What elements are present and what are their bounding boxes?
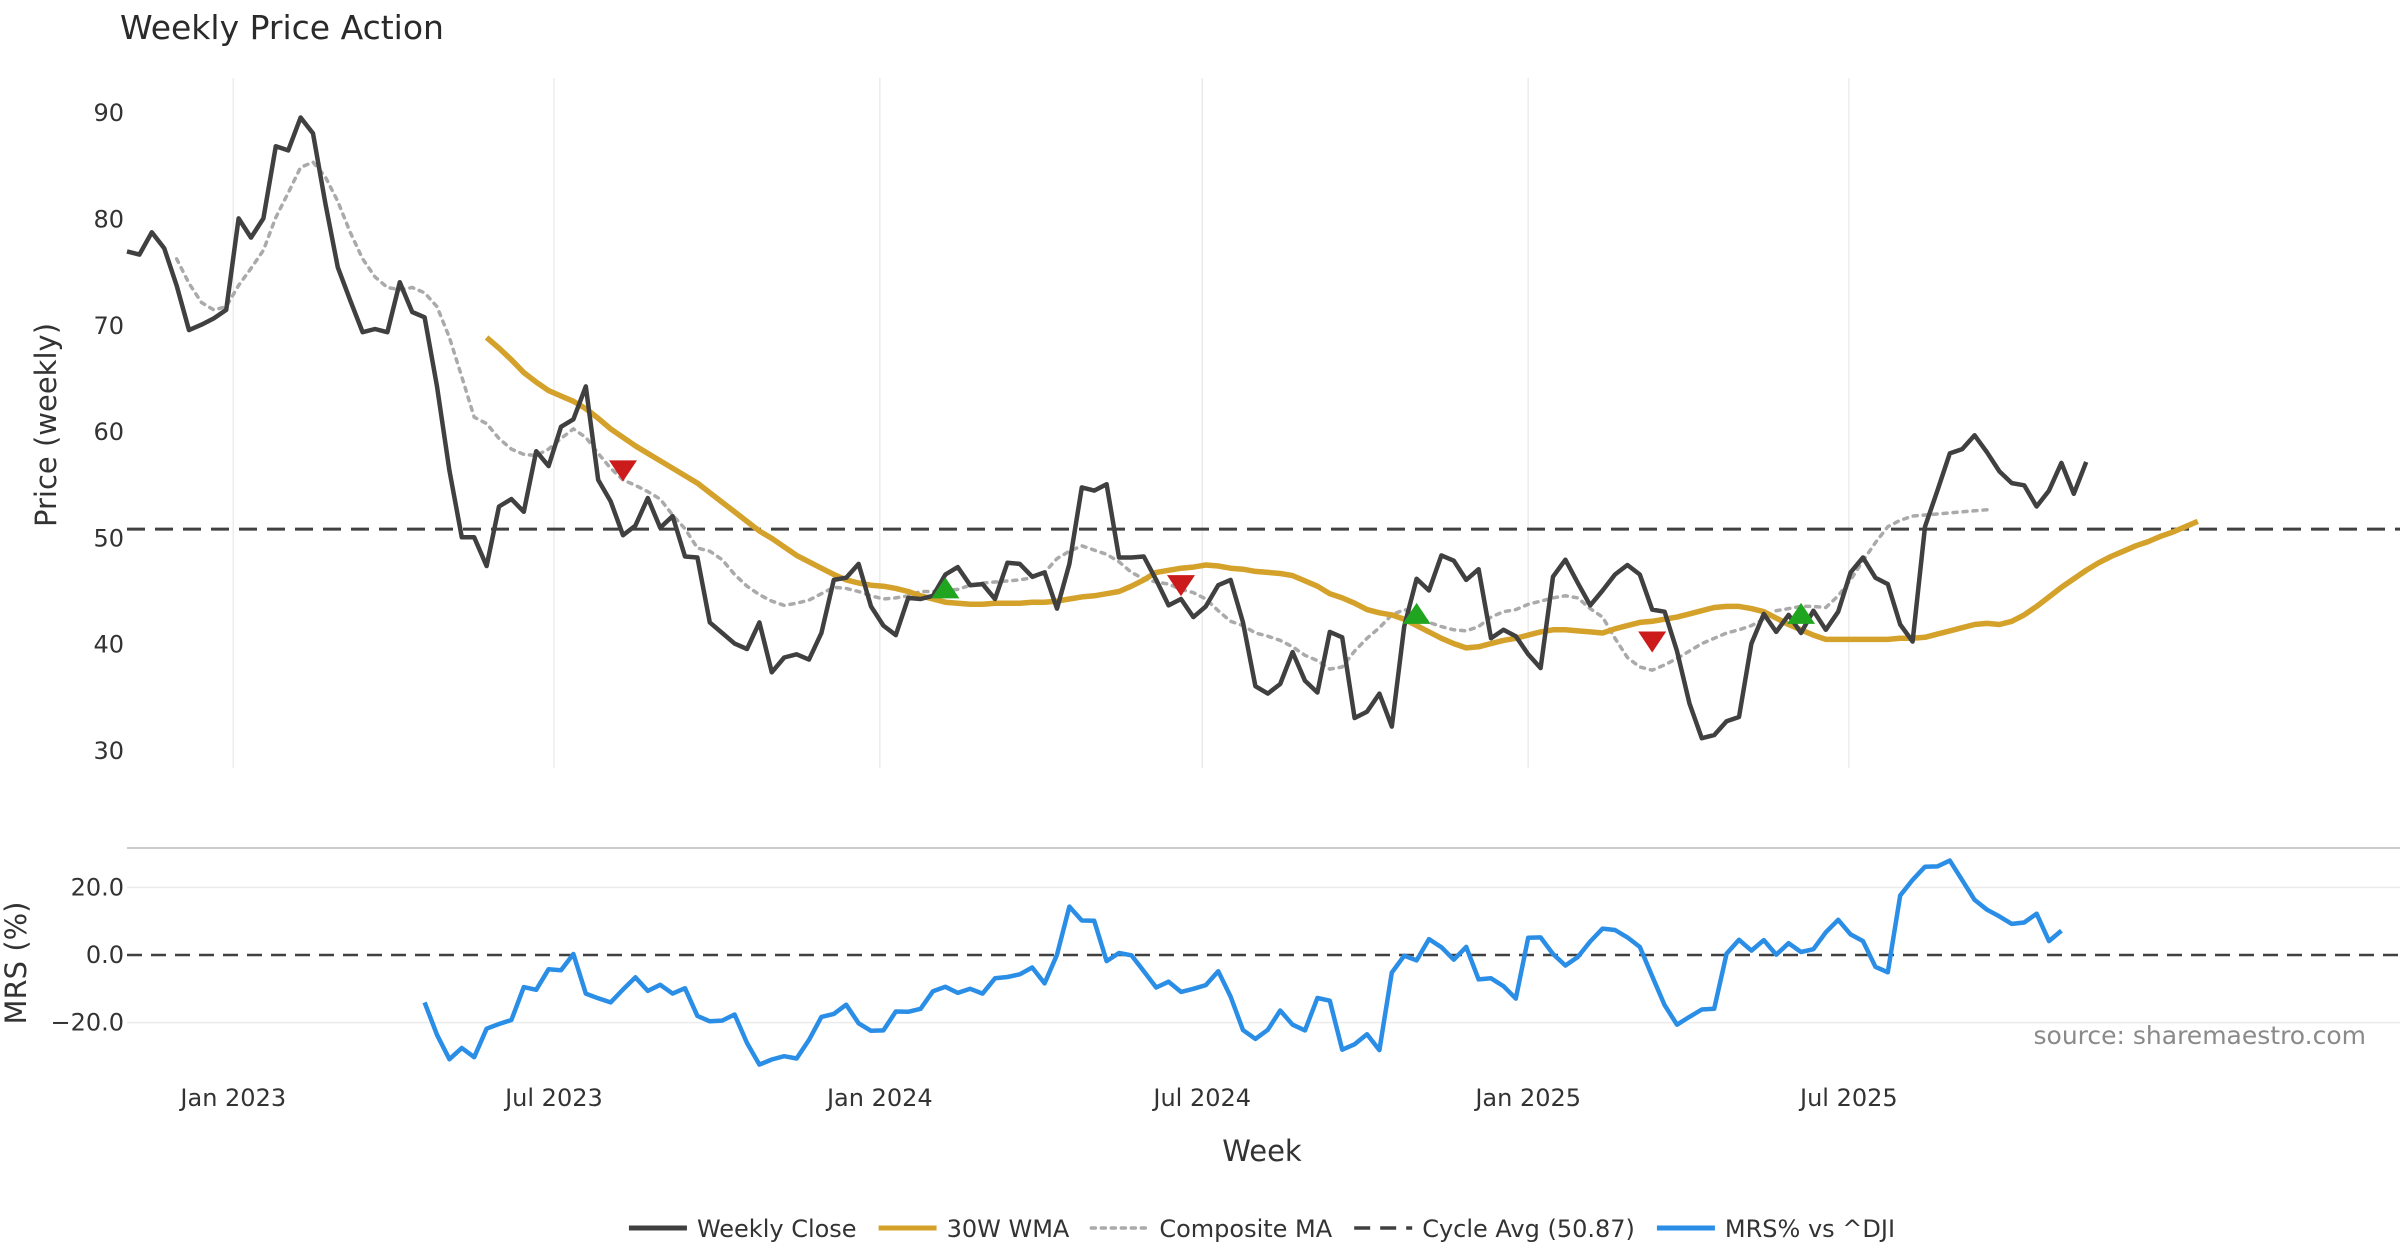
price-ytick-1: 40 (93, 631, 124, 659)
source-note: source: sharemaestro.com (2034, 1021, 2367, 1050)
sell-signal-marker-2 (1167, 575, 1195, 597)
price-ytick-6: 90 (93, 99, 124, 127)
x-axis: Jan 2023 Jul 2023 Jan 2024 Jul 2024 Jan 2025… (178, 1084, 1897, 1112)
mrs-ytick-1: 0.0 (86, 941, 124, 969)
mrs-axis-title: MRS (%) (0, 902, 33, 1025)
xtick-5: Jul 2025 (1798, 1084, 1898, 1112)
sell-signal-marker-0 (609, 460, 637, 482)
price-ytick-0: 30 (93, 737, 124, 765)
wma-30w-line (484, 335, 2199, 651)
mrs-panel: 20.0 0.0 −20.0 (50, 847, 2400, 1067)
composite-ma-line (174, 159, 1989, 673)
vertical-gridlines (232, 78, 1850, 768)
price-ytick-2: 50 (93, 524, 124, 552)
price-ytick-3: 60 (93, 418, 124, 446)
price-axis-title: Price (weekly) (29, 323, 63, 527)
xtick-2: Jan 2024 (825, 1084, 933, 1112)
buy-signal-marker-3 (1402, 602, 1431, 624)
buy-signal-marker-5 (1787, 602, 1815, 624)
xtick-1: Jul 2023 (503, 1084, 603, 1112)
weekly-close-line (126, 115, 2089, 741)
mrs-line (422, 858, 2063, 1067)
buy-signal-marker-1 (931, 577, 960, 599)
price-ytick-5: 80 (93, 206, 124, 234)
legend: Weekly Close 30W WMA Composite MA Cycle Avg… (628, 1215, 1895, 1243)
xtick-3: Jul 2024 (1151, 1084, 1251, 1112)
sell-signal-marker-4 (1638, 631, 1667, 653)
legend-label-0: Weekly Close (697, 1215, 857, 1243)
price-ytick-4: 70 (93, 312, 124, 340)
xtick-4: Jan 2025 (1473, 1084, 1581, 1112)
chart-title: Weekly Price Action (120, 8, 444, 47)
mrs-ytick-0: 20.0 (71, 873, 124, 901)
xtick-0: Jan 2023 (178, 1084, 286, 1112)
mrs-ytick-2: −20.0 (50, 1009, 124, 1037)
legend-label-4: MRS% vs ^DJI (1725, 1215, 1895, 1243)
legend-label-3: Cycle Avg (50.87) (1422, 1215, 1635, 1243)
legend-label-2: Composite MA (1159, 1215, 1332, 1243)
price-panel: 30 40 50 60 70 80 90 (93, 99, 2400, 765)
legend-label-1: 30W WMA (947, 1215, 1070, 1243)
x-axis-title: Week (1222, 1134, 1302, 1168)
